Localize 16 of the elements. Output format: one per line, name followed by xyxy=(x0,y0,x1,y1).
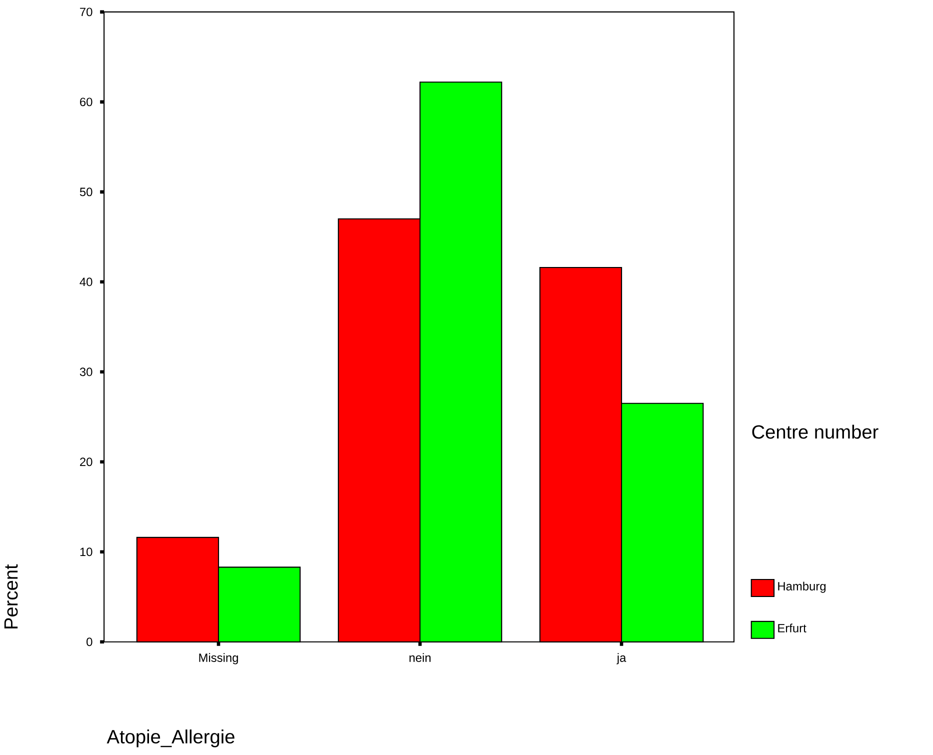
legend-label: Hamburg xyxy=(778,582,826,593)
y-tick-label: 30 xyxy=(80,368,92,376)
y-tick-label: 70 xyxy=(80,8,92,16)
legend-label: Erfurt xyxy=(778,624,806,632)
legend-title: Centre number xyxy=(752,424,878,439)
x-tick-label: nein xyxy=(410,653,431,662)
x-axis-title: Atopie_Allergie xyxy=(106,729,234,748)
x-tick-label: ja xyxy=(616,653,626,664)
x-tick-label: Missing xyxy=(199,653,238,664)
y-tick-label: 40 xyxy=(80,278,92,286)
y-tick-label: 20 xyxy=(80,458,92,466)
y-tick-label: 10 xyxy=(80,547,92,556)
y-tick-label: 0 xyxy=(86,637,92,646)
y-axis-title: Percent xyxy=(4,564,18,628)
y-tick-label: 50 xyxy=(80,188,92,196)
y-tick-label: 60 xyxy=(80,98,92,106)
